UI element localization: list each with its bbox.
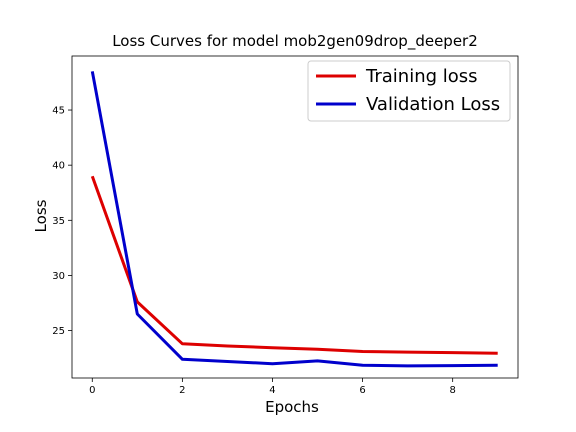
x-axis-label: Epochs (265, 398, 319, 416)
y-tick-label: 35 (52, 216, 65, 227)
y-tick-label: 45 (52, 106, 65, 117)
legend-label: Training loss (365, 66, 478, 87)
series-line-training-loss (90, 175, 498, 355)
x-tick-label: 0 (89, 385, 95, 396)
y-tick-label: 30 (52, 271, 65, 282)
plot-area-frame (71, 55, 519, 379)
series-layer (90, 71, 498, 368)
y-tick-label: 25 (52, 326, 65, 337)
y-axis-ticks: 25 30 35 40 45 (52, 106, 72, 337)
x-tick-label: 2 (179, 385, 185, 396)
y-axis-label: Loss (32, 199, 50, 232)
y-tick-label: 40 (52, 161, 65, 172)
x-tick-label: 4 (269, 385, 275, 396)
legend-label: Validation Loss (366, 94, 500, 115)
x-tick-label: 8 (449, 385, 455, 396)
chart-title: Loss Curves for model mob2gen09drop_deep… (112, 32, 478, 51)
series-line-validation-loss (90, 71, 498, 368)
legend-box (307, 60, 511, 122)
x-axis-ticks: 0 2 4 6 8 (89, 378, 456, 396)
x-tick-label: 6 (359, 385, 365, 396)
legend: Training loss Validation Loss (307, 60, 511, 122)
